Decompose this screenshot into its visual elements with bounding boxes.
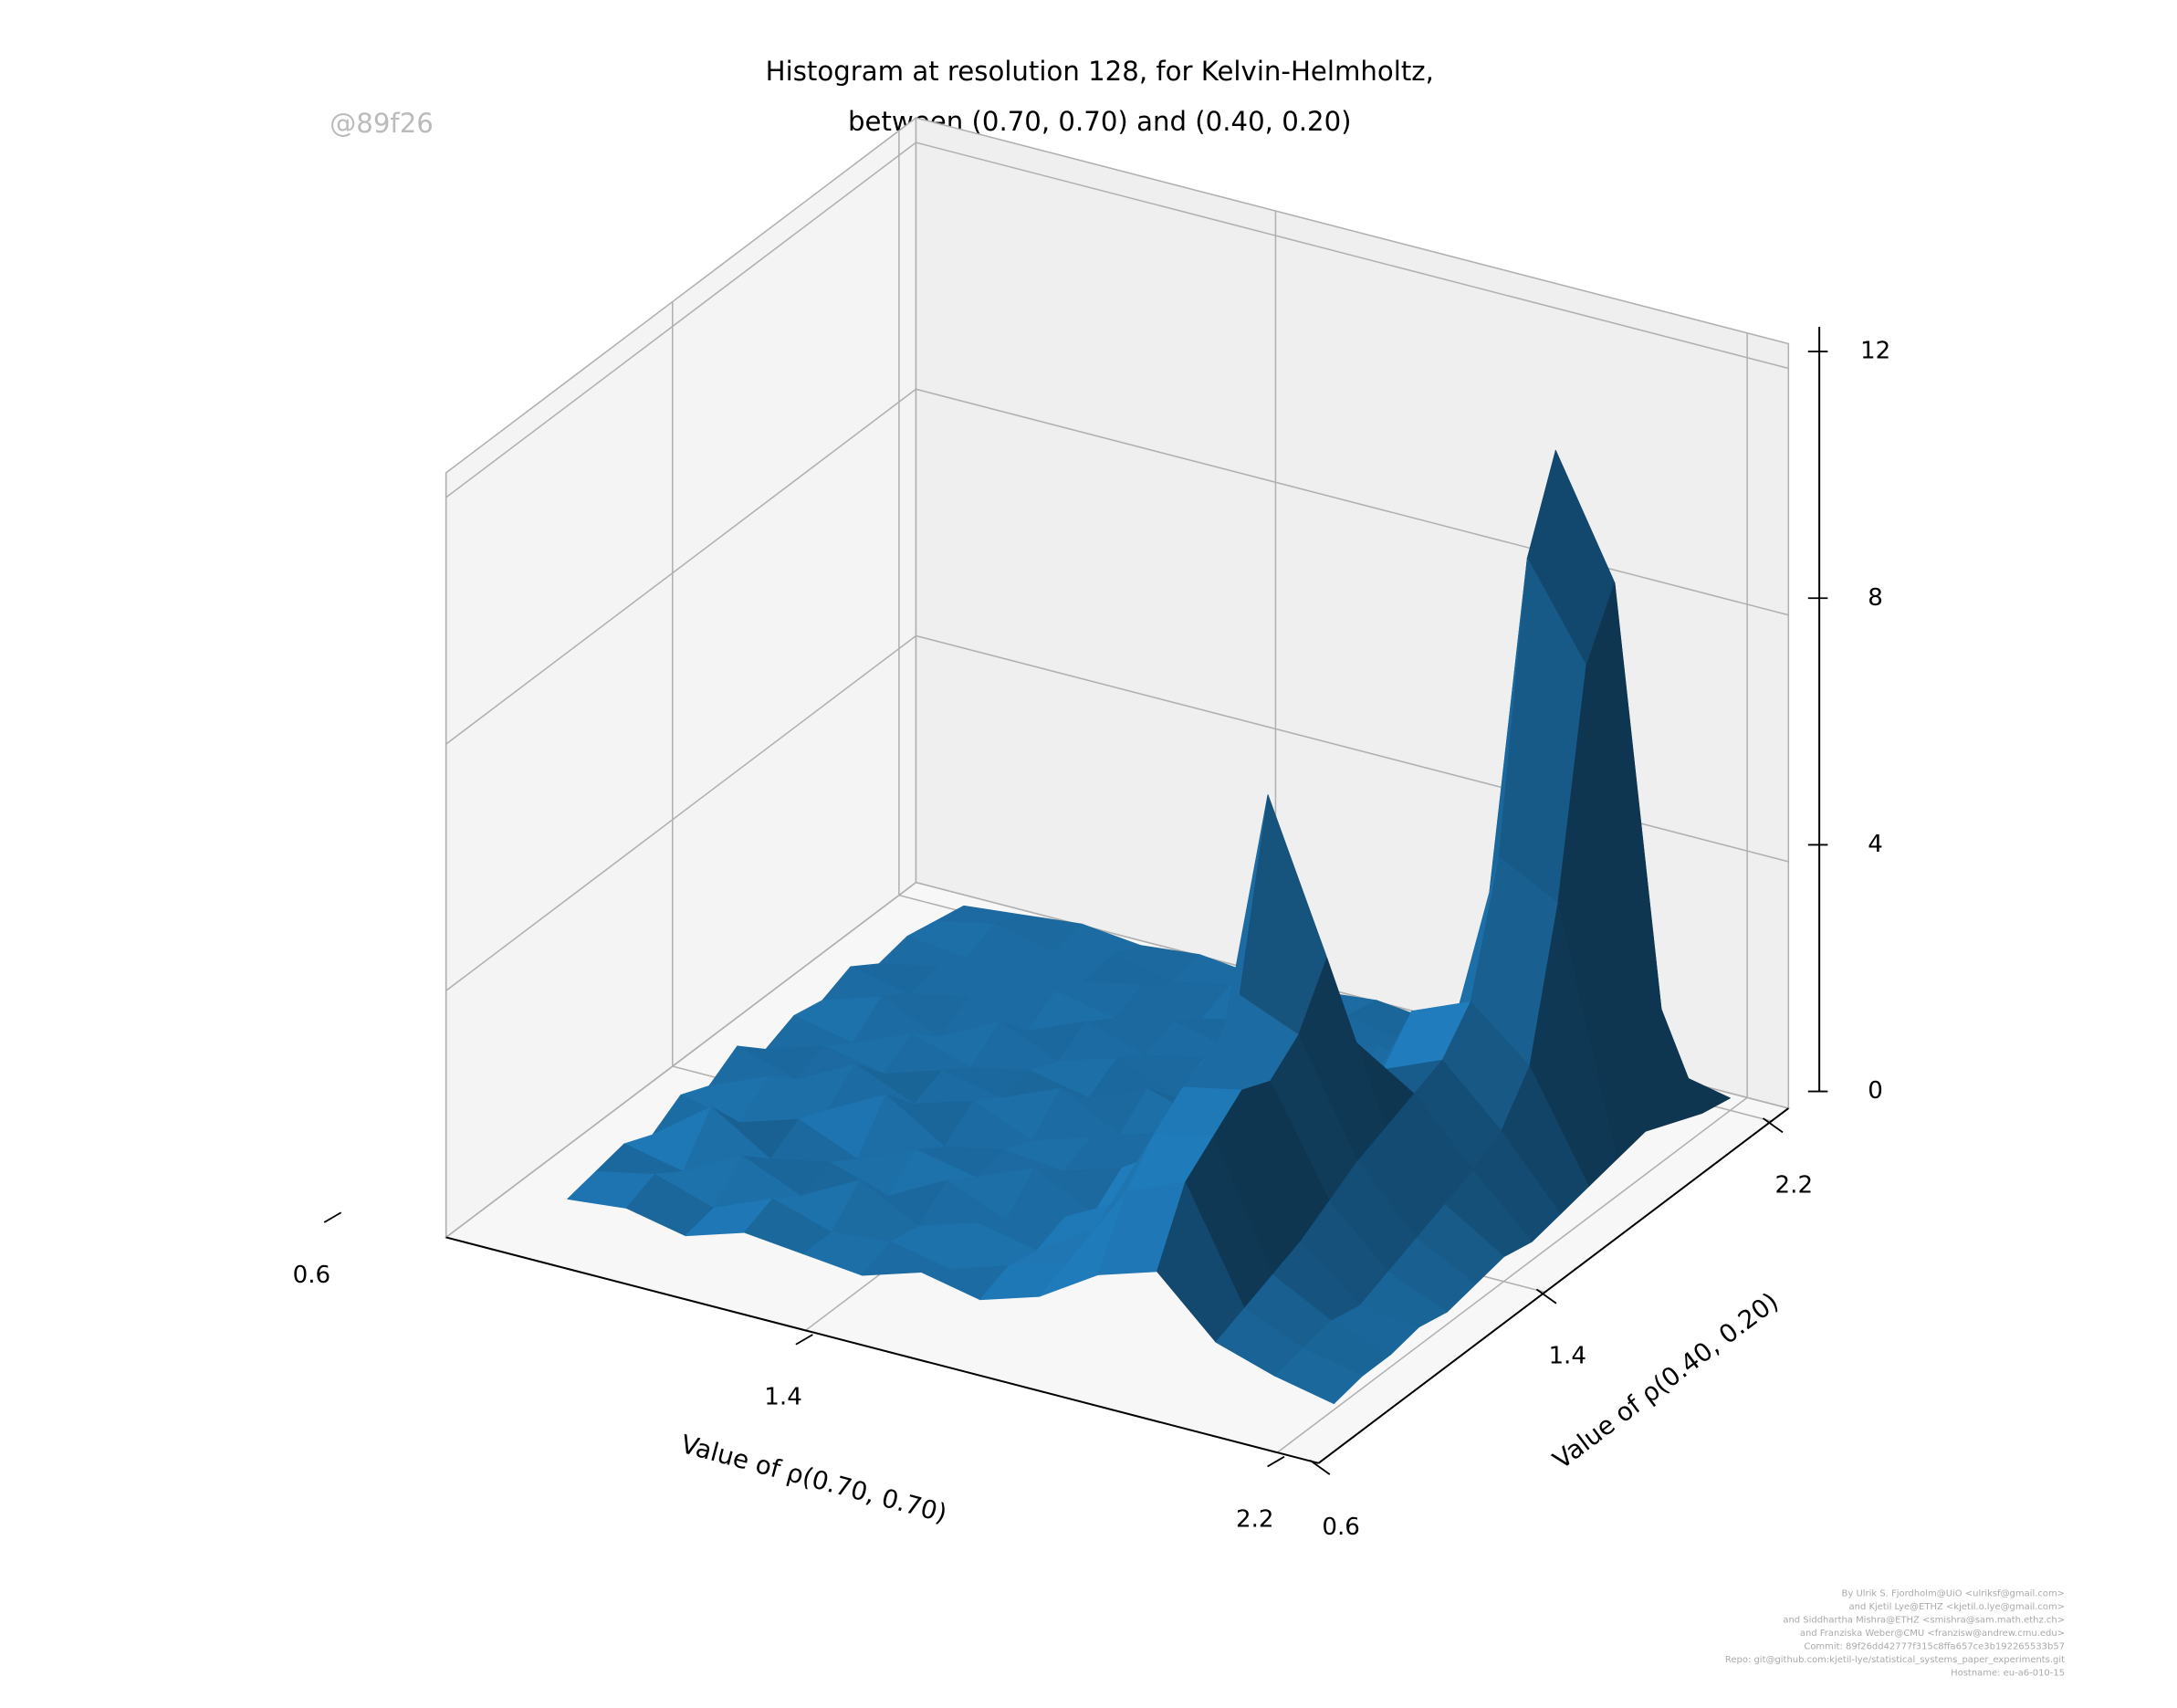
x-tick-label: 2.2 <box>1236 1505 1274 1533</box>
plot-root: Histogram at resolution 128, for Kelvin-… <box>293 56 2066 1678</box>
x-tick <box>795 1334 813 1346</box>
y-tick-label: 0.6 <box>1322 1514 1360 1541</box>
grid-line <box>916 634 1789 863</box>
grid-line <box>445 388 916 745</box>
y-axis-label: Value of ρ(0.40, 0.20) <box>1547 1286 1785 1475</box>
y-tick <box>1535 1288 1557 1305</box>
z-tick-label: 0 <box>1868 1077 1883 1105</box>
footer-line: Hostname: eu-a6-010-15 <box>1951 1668 2065 1678</box>
y-tick <box>1762 1117 1784 1134</box>
grid-line <box>1276 1096 1748 1453</box>
y-axis-line <box>1317 1107 1789 1464</box>
x-tick <box>323 1211 342 1223</box>
x-axis-line <box>445 1236 1319 1464</box>
surface-patch <box>1274 1347 1363 1404</box>
footer-line: and Franziska Weber@CMU <franzisw@andrew… <box>1800 1629 2065 1639</box>
footer-line: and Siddhartha Mishra@ETHZ <smishra@sam.… <box>1783 1616 2065 1626</box>
z-tick-label: 12 <box>1860 338 1890 365</box>
y-tick <box>1309 1459 1331 1475</box>
grid-line <box>916 141 1789 370</box>
chart-title: Histogram at resolution 128, for Kelvin-… <box>766 56 1434 87</box>
surface <box>567 450 1731 1404</box>
x-tick <box>1267 1455 1285 1468</box>
x-axis-label: Value of ρ(0.70, 0.70) <box>678 1429 950 1529</box>
x-tick-label: 1.4 <box>764 1384 802 1411</box>
watermark: @89f26 <box>330 108 434 139</box>
footer-line: and Kjetil Lye@ETHZ <kjetil.o.lye@gmail.… <box>1849 1602 2066 1612</box>
z-tick-label: 8 <box>1868 584 1883 612</box>
grid-line <box>445 141 916 498</box>
x-tick-label: 0.6 <box>293 1262 331 1289</box>
grid-line <box>916 388 1789 616</box>
grid-line <box>445 634 916 991</box>
grid-line <box>445 882 916 1239</box>
footer-line: Repo: git@github.com:kjetil-lye/statisti… <box>1725 1655 2065 1665</box>
z-tick-label: 4 <box>1868 831 1883 858</box>
footer-line: Commit: 89f26dd42777f315c8ffa657ce3b1922… <box>1804 1642 2065 1652</box>
y-tick-label: 1.4 <box>1548 1343 1586 1370</box>
footer-line: By Ulrik S. Fjordholm@UiO <ulriksf@gmail… <box>1842 1589 2066 1599</box>
y-tick-label: 2.2 <box>1775 1171 1814 1199</box>
